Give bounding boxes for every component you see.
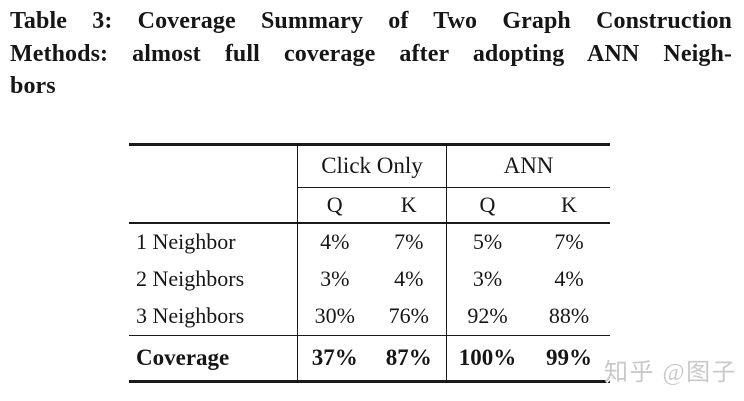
subheader-click-q: Q — [297, 187, 372, 222]
cell-ann-q: 5% — [446, 223, 528, 261]
caption-line-3: bors — [10, 73, 56, 99]
footer-label-coverage: Coverage — [136, 345, 230, 371]
footer-ann-k: 99% — [546, 345, 592, 371]
cell-click-q: 4% — [297, 223, 372, 261]
table-footer-row: Coverage 37% 87% 100% 99% — [129, 336, 610, 381]
body-footer-rule — [129, 334, 610, 337]
row-label-3-neighbors: 3 Neighbors — [136, 303, 245, 329]
cell-ann-q: 92% — [446, 297, 528, 335]
table-bottom-rule — [129, 380, 610, 383]
group-header-underline — [297, 186, 610, 188]
cell-click-k: 7% — [394, 229, 424, 255]
cell-click-k: 4% — [394, 266, 424, 292]
cell-ann-k: 4% — [554, 266, 584, 292]
subheader-spacer — [129, 188, 297, 222]
caption-line-1: Table 3: Coverage Summary of Two Graph C… — [10, 8, 732, 34]
table-subheader-row: Q K Q K — [129, 187, 610, 222]
group-header-spacer — [129, 146, 297, 187]
table-group-header-row: Click Only ANN — [129, 145, 610, 187]
group-header-click-only: Click Only — [297, 145, 446, 187]
zhihu-watermark: 知乎 @图子 — [604, 360, 738, 386]
row-label-2-neighbors: 2 Neighbors — [136, 266, 245, 292]
cell-click-k: 76% — [388, 303, 429, 329]
cell-ann-k: 88% — [548, 303, 590, 329]
cell-click-q: 3% — [297, 260, 372, 298]
cell-ann-q: 3% — [446, 260, 528, 298]
subheader-ann-k: K — [561, 191, 577, 217]
subheader-ann-q: Q — [446, 187, 528, 222]
cell-click-q: 30% — [297, 297, 372, 335]
table-caption: Table 3: Coverage Summary of Two Graph C… — [10, 5, 732, 103]
table-row: 1 Neighbor 4% 7% 5% 7% — [129, 223, 610, 261]
header-body-rule — [129, 221, 610, 224]
table-top-rule — [129, 143, 610, 146]
footer-click-q: 37% — [297, 336, 372, 381]
cell-ann-k: 7% — [554, 229, 584, 255]
footer-click-k: 87% — [385, 345, 432, 371]
group-header-ann: ANN — [446, 145, 610, 187]
table-row: 2 Neighbors 3% 4% 3% 4% — [129, 260, 610, 298]
table-row: 3 Neighbors 30% 76% 92% 88% — [129, 297, 610, 335]
subheader-click-k: K — [400, 191, 417, 217]
footer-ann-q: 100% — [446, 336, 528, 381]
caption-line-2: Methods: almost full coverage after adop… — [10, 40, 732, 67]
coverage-table: Click Only ANN Q K Q K 1 Neighbor 4% 7% … — [129, 143, 610, 383]
row-label-1-neighbor: 1 Neighbor — [136, 229, 236, 255]
